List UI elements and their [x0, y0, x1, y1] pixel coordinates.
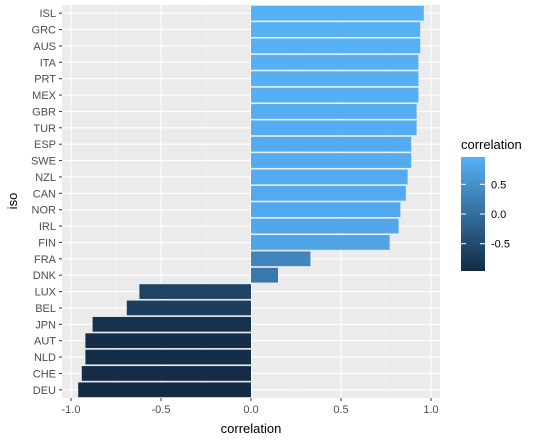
bar-can — [251, 185, 406, 201]
bar-fra — [251, 251, 311, 267]
bar-ita — [251, 54, 419, 70]
x-tick-label: 0.0 — [243, 404, 258, 416]
x-tick-label: -1.0 — [62, 404, 81, 416]
bar-bel — [126, 300, 251, 316]
bar-dnk — [251, 267, 278, 283]
y-tick-label-isl: ISL — [39, 8, 56, 20]
y-tick-label-swe: SWE — [31, 156, 56, 168]
bar-fin — [251, 235, 390, 250]
bar-grc — [251, 22, 421, 37]
bar-prt — [251, 71, 419, 87]
y-tick-label-aut: AUT — [34, 336, 56, 348]
bar-irl — [251, 218, 399, 234]
y-tick-label-che: CHE — [33, 368, 56, 380]
bar-aut — [85, 333, 252, 349]
bar-nld — [85, 349, 252, 365]
bar-lux — [139, 284, 251, 299]
y-tick-label-aus: AUS — [33, 41, 56, 53]
y-tick-label-fra: FRA — [34, 254, 57, 266]
y-tick-label-irl: IRL — [39, 221, 56, 233]
bar-gbr — [251, 104, 417, 119]
y-tick-label-can: CAN — [33, 188, 56, 200]
bar-jpn — [92, 316, 251, 332]
y-tick-label-dnk: DNK — [33, 270, 57, 282]
y-tick-label-grc: GRC — [32, 25, 57, 37]
y-tick-label-gbr: GBR — [32, 106, 56, 118]
y-tick-label-lux: LUX — [35, 287, 57, 299]
y-tick-label-esp: ESP — [34, 139, 56, 151]
y-tick-label-deu: DEU — [33, 385, 56, 397]
x-axis: -1.0 -0.5 0.0 0.5 1.0 — [62, 398, 439, 416]
bar-deu — [78, 382, 251, 398]
x-tick-label: 1.0 — [423, 404, 438, 416]
bar-isl — [251, 5, 424, 21]
y-tick-label-tur: TUR — [33, 123, 56, 135]
y-tick-label-mex: MEX — [32, 90, 57, 102]
legend-tick-label: 0.5 — [491, 179, 506, 191]
x-axis-title: correlation — [221, 421, 282, 436]
y-tick-label-prt: PRT — [34, 74, 56, 86]
y-tick-label-jpn: JPN — [35, 319, 56, 331]
bar-mex — [251, 87, 419, 103]
legend: correlation 0.5 0.0 -0.5 — [461, 137, 522, 271]
legend-title: correlation — [461, 137, 522, 152]
legend-tick-label: -0.5 — [491, 239, 510, 251]
bar-nor — [251, 202, 401, 218]
bars — [78, 5, 424, 398]
y-tick-label-bel: BEL — [35, 303, 56, 315]
bar-nzl — [251, 169, 408, 185]
bar-tur — [251, 120, 417, 136]
y-axis-title: iso — [5, 193, 20, 210]
x-tick-label: 0.5 — [333, 404, 348, 416]
bar-swe — [251, 153, 412, 168]
y-tick-label-fin: FIN — [38, 237, 56, 249]
y-tick-label-nzl: NZL — [35, 172, 56, 184]
minor-grid — [115, 5, 387, 398]
y-tick-label-nld: NLD — [34, 352, 56, 364]
bar-aus — [251, 38, 421, 54]
x-tick-label: -0.5 — [152, 404, 171, 416]
legend-tick-label: 0.0 — [491, 209, 506, 221]
y-axis: ISL GRC AUS ITA PRT MEX GBR TUR ESP SWE NZL CAN NOR I… — [31, 8, 62, 397]
bar-esp — [251, 136, 412, 152]
y-tick-label-nor: NOR — [32, 205, 57, 217]
bar-che — [81, 366, 251, 381]
y-tick-label-ita: ITA — [40, 57, 57, 69]
legend-ticks: 0.5 0.0 -0.5 — [461, 179, 510, 251]
